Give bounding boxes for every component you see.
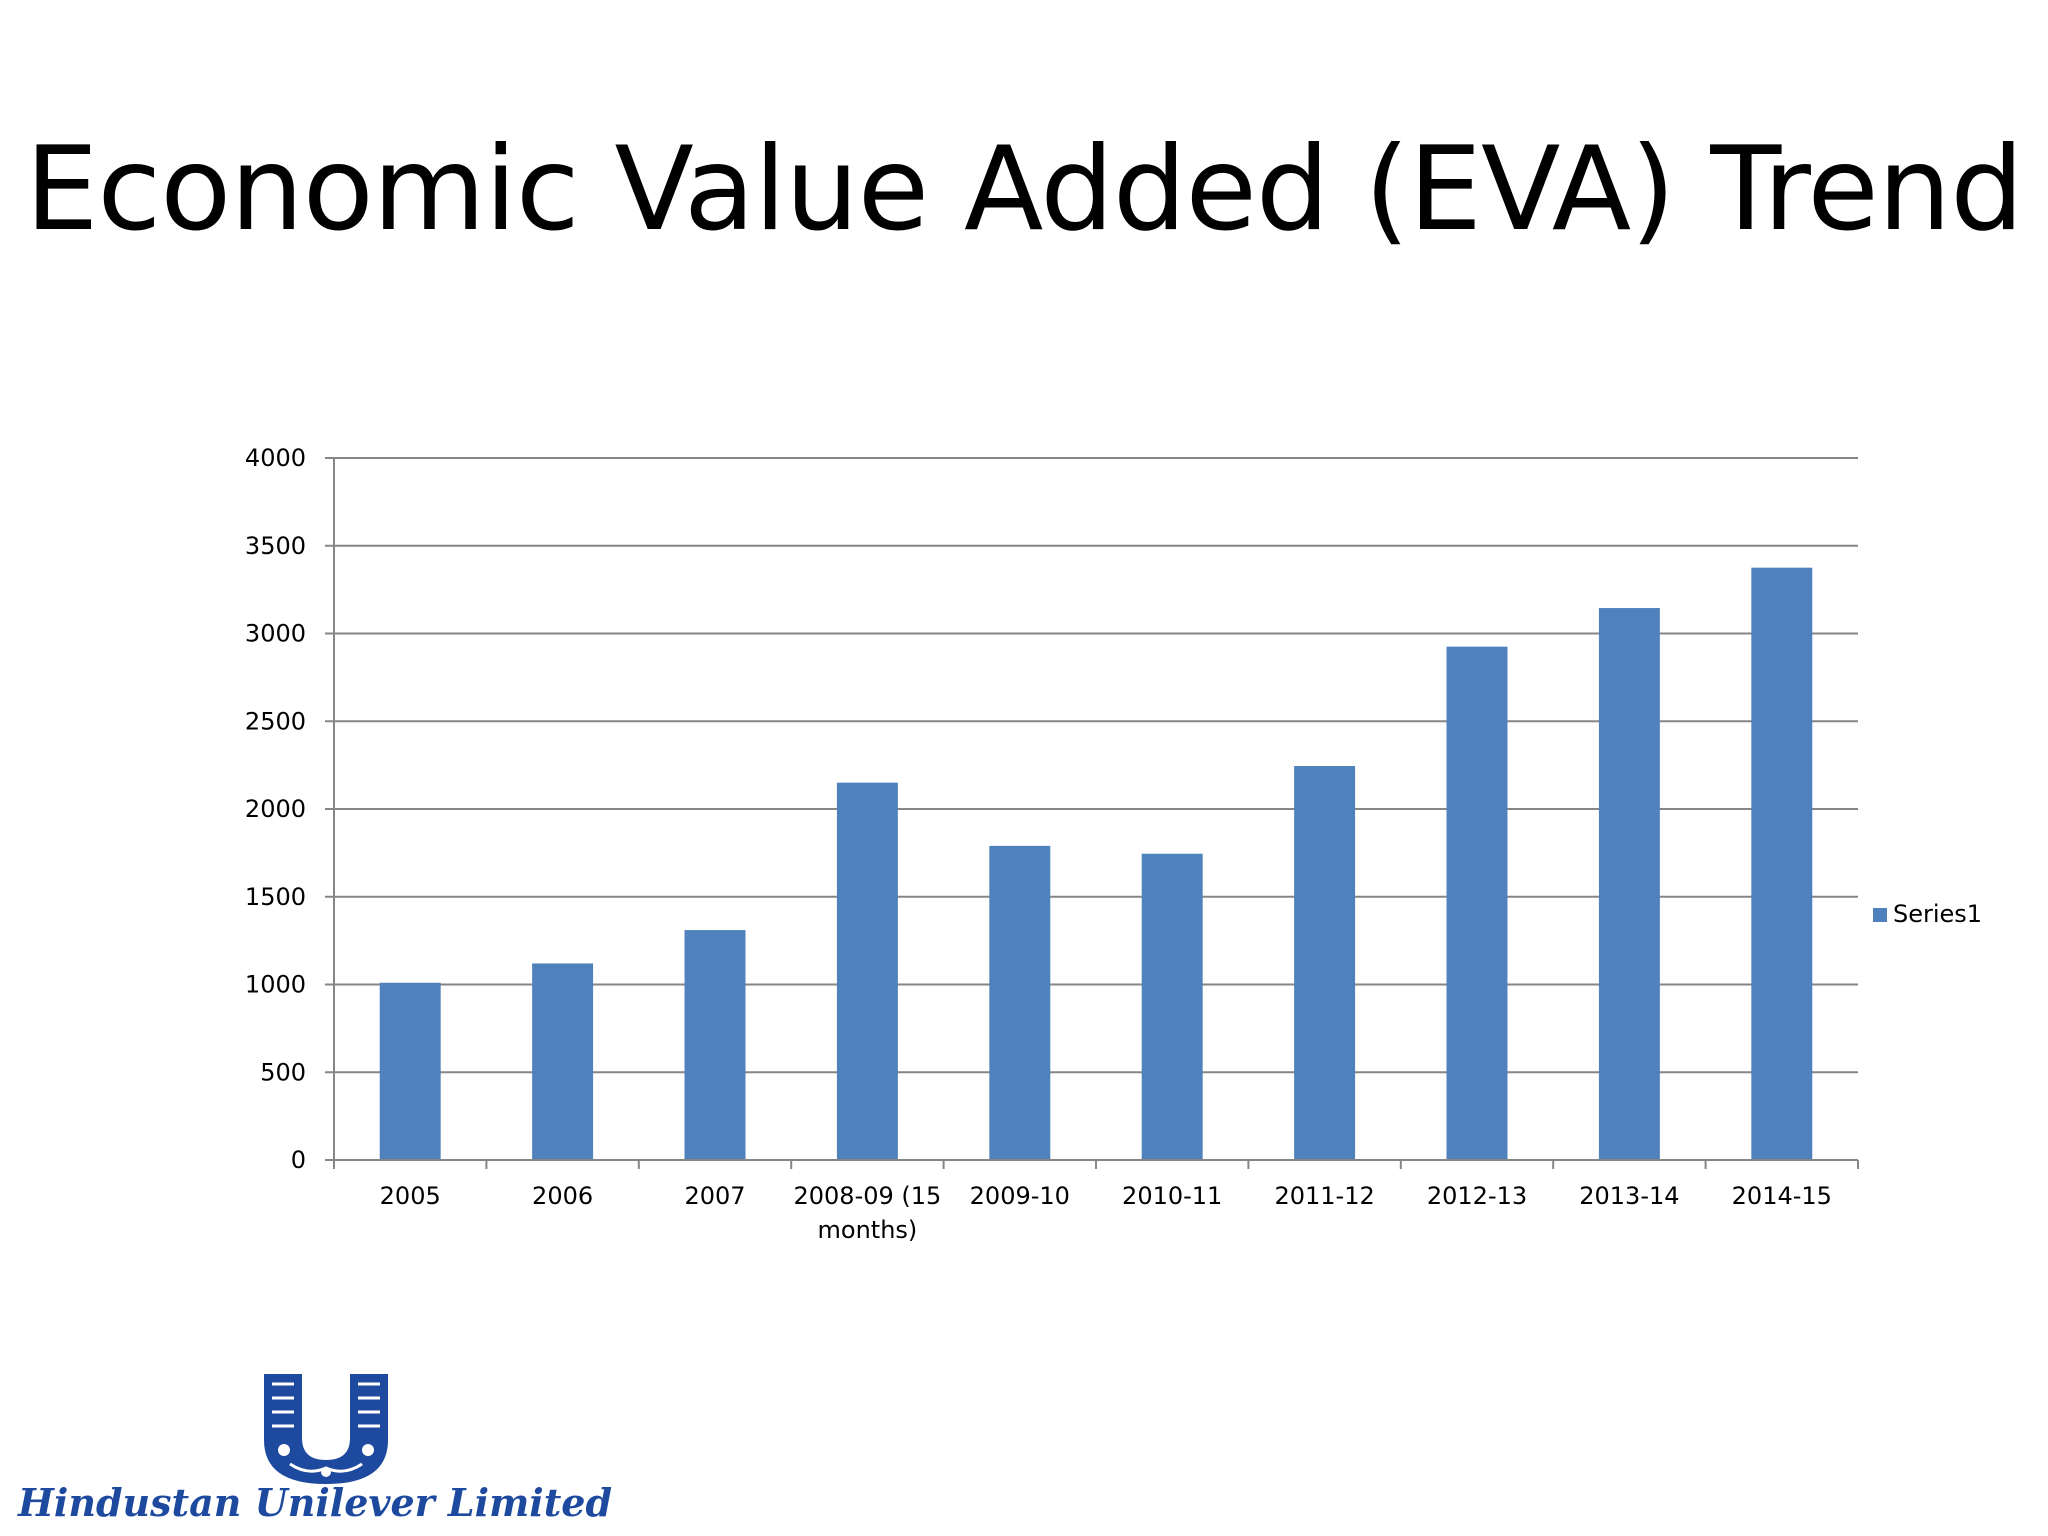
x-tick-label: 2010-11	[1122, 1182, 1222, 1210]
y-tick-label: 4000	[245, 444, 306, 472]
x-tick-label: 2005	[380, 1182, 441, 1210]
bar	[1751, 567, 1813, 1160]
legend-swatch	[1873, 908, 1887, 922]
slide-title: Economic Value Added (EVA) Trend	[25, 122, 2024, 257]
bar	[1446, 646, 1508, 1160]
x-tick-label: 2009-10	[970, 1182, 1070, 1210]
x-tick-label: 2014-15	[1732, 1182, 1832, 1210]
x-tick-label: 2011-12	[1274, 1182, 1374, 1210]
company-logo: Hindustan Unilever Limited	[18, 1368, 612, 1528]
x-tick-labels: 2005 2006 2007 2008-09 (15 months) 2009-10 201…	[380, 1182, 1832, 1244]
y-tick-label: 2000	[245, 795, 306, 823]
y-tick-label: 0	[291, 1146, 306, 1174]
bar	[1598, 608, 1660, 1160]
x-tick-label: 2007	[684, 1182, 745, 1210]
bar	[1294, 766, 1356, 1160]
x-tick-label: 2008-09 (15 months)	[793, 1182, 941, 1244]
bar	[684, 930, 746, 1160]
y-tick-label: 1000	[245, 971, 306, 999]
legend-label-series1: Series1	[1893, 900, 1982, 928]
bar	[989, 845, 1051, 1160]
x-tick-label: 2012-13	[1427, 1182, 1527, 1210]
unilever-u-logo-icon	[264, 1374, 388, 1484]
y-tick-label: 500	[260, 1058, 306, 1086]
bars	[379, 567, 1813, 1160]
x-tick-label: 2006	[532, 1182, 593, 1210]
legend: Series1	[1873, 900, 1982, 928]
y-tick-label: 1500	[245, 883, 306, 911]
bar	[836, 782, 898, 1160]
axes	[325, 457, 1859, 1169]
x-tick-label: 2013-14	[1579, 1182, 1679, 1210]
company-name: Hindustan Unilever Limited	[18, 1480, 613, 1525]
y-tick-label: 3500	[245, 532, 306, 560]
bar	[1141, 853, 1203, 1160]
y-tick-label: 3000	[245, 620, 306, 648]
bar	[379, 982, 441, 1160]
y-tick-label: 2500	[245, 707, 306, 735]
y-tick-labels: 0 500 1000 1500 2000 2500 3000 3500 4000	[245, 444, 306, 1174]
bar	[532, 963, 594, 1160]
